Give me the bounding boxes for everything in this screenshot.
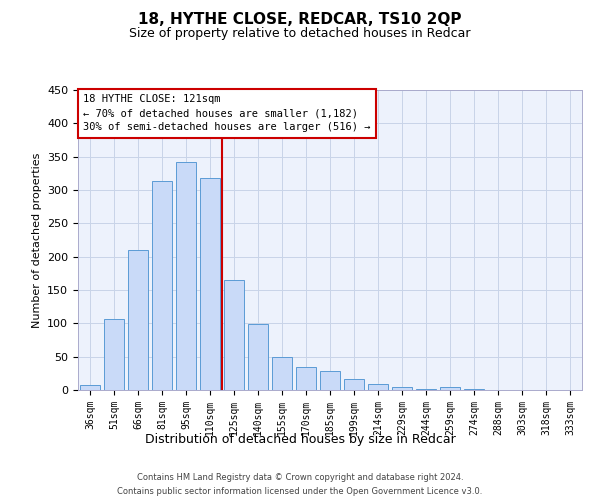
Bar bbox=[368, 384, 388, 390]
Bar bbox=[272, 356, 292, 390]
Bar bbox=[224, 280, 244, 390]
Bar bbox=[176, 162, 196, 390]
Text: Contains public sector information licensed under the Open Government Licence v3: Contains public sector information licen… bbox=[118, 488, 482, 496]
Text: 18 HYTHE CLOSE: 121sqm
← 70% of detached houses are smaller (1,182)
30% of semi-: 18 HYTHE CLOSE: 121sqm ← 70% of detached… bbox=[83, 94, 371, 132]
Bar bbox=[128, 250, 148, 390]
Bar bbox=[320, 370, 340, 390]
Text: Distribution of detached houses by size in Redcar: Distribution of detached houses by size … bbox=[145, 432, 455, 446]
Bar bbox=[392, 386, 412, 390]
Bar bbox=[200, 178, 220, 390]
Bar bbox=[104, 320, 124, 390]
Bar bbox=[344, 378, 364, 390]
Bar bbox=[248, 324, 268, 390]
Bar bbox=[296, 366, 316, 390]
Text: 18, HYTHE CLOSE, REDCAR, TS10 2QP: 18, HYTHE CLOSE, REDCAR, TS10 2QP bbox=[138, 12, 462, 28]
Y-axis label: Number of detached properties: Number of detached properties bbox=[32, 152, 41, 328]
Text: Size of property relative to detached houses in Redcar: Size of property relative to detached ho… bbox=[129, 28, 471, 40]
Text: Contains HM Land Registry data © Crown copyright and database right 2024.: Contains HM Land Registry data © Crown c… bbox=[137, 472, 463, 482]
Bar bbox=[80, 386, 100, 390]
Bar bbox=[152, 180, 172, 390]
Bar bbox=[440, 386, 460, 390]
